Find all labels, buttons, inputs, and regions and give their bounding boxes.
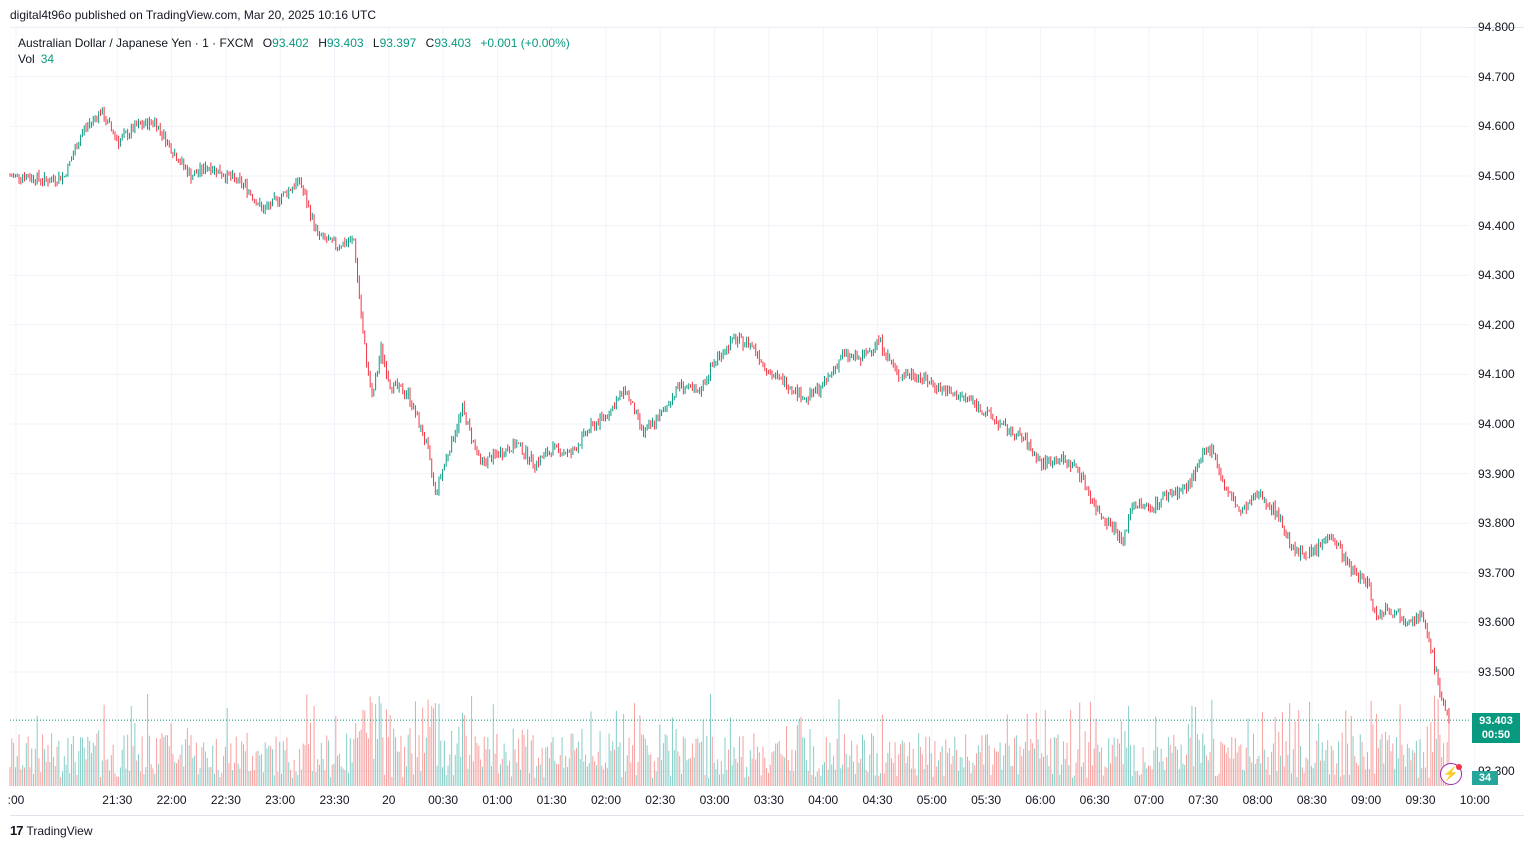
volume-bars (9, 693, 1450, 786)
open-label: O (262, 36, 273, 50)
high-label: H (318, 36, 327, 50)
symbol-legend[interactable]: Australian Dollar / Japanese Yen · 1 · F… (18, 35, 570, 52)
low-value: 93.397 (379, 36, 417, 50)
notification-dot (1456, 764, 1462, 770)
candles (9, 106, 1450, 724)
time-tick-label: 23:30 (319, 793, 350, 807)
price-tick-label: 94.000 (1478, 417, 1515, 431)
time-tick-label: 09:30 (1405, 793, 1436, 807)
time-tick-label: 21:30 (102, 793, 133, 807)
time-tick-label: 07:30 (1188, 793, 1219, 807)
time-tick-label: 22:30 (210, 793, 241, 807)
time-tick-label: 06:00 (1025, 793, 1056, 807)
time-tick-label: 05:30 (971, 793, 1002, 807)
time-tick-label: 05:00 (916, 793, 947, 807)
price-tick-label: 93.700 (1478, 565, 1515, 580)
change-value: +0.001 (+0.00%) (480, 36, 570, 50)
time-tick-label: 03:30 (753, 793, 784, 807)
time-tick-label: 09:00 (1351, 793, 1382, 807)
published-caption: digital4t96o published on TradingView.co… (10, 8, 377, 22)
time-tick-label: 03:00 (699, 793, 730, 807)
last-price-tag: 93.403 00:50 (1472, 713, 1520, 743)
time-tick-label: 02:00 (590, 793, 622, 807)
open-value: 93.402 (272, 36, 309, 50)
price-tick-label: 93.800 (1478, 516, 1515, 531)
volume-legend[interactable]: Vol 34 (18, 52, 54, 66)
volume-label: Vol (18, 52, 35, 66)
price-tick-label: 93.900 (1478, 466, 1515, 481)
price-tick-label: 94.500 (1478, 169, 1515, 183)
price-tick-label: 93.500 (1478, 665, 1515, 679)
price-tick-label: 94.400 (1478, 218, 1515, 233)
time-tick-label: 01:00 (482, 793, 513, 807)
time-tick-label: 02:30 (645, 793, 676, 807)
time-tick-label: 06:30 (1079, 793, 1110, 807)
chart-grid (10, 26, 1476, 786)
time-tick-label: 08:30 (1296, 793, 1327, 807)
footer-brand[interactable]: 17 TradingView (10, 823, 93, 838)
price-tick-label: 94.300 (1478, 268, 1515, 283)
low-label: L (372, 36, 380, 50)
volume-tag: 34 (1472, 771, 1498, 785)
close-label: C (425, 36, 435, 50)
time-tick-label: 22:00 (156, 793, 187, 807)
close-value: 93.403 (434, 36, 472, 50)
price-tick-label: 94.600 (1478, 119, 1515, 134)
time-tick-label: 04:30 (862, 793, 893, 807)
footer-brand-text: TradingView (26, 823, 93, 838)
volume-value: 34 (40, 52, 55, 66)
time-tick-label: 07:00 (1133, 793, 1165, 807)
time-tick-label: 08:00 (1242, 793, 1273, 807)
price-tick-label: 94.800 (1478, 20, 1515, 35)
price-tick-label: 93.600 (1478, 615, 1515, 630)
time-tick-label: 10:00 (1459, 793, 1490, 807)
last-price-value: 93.403 (1479, 715, 1513, 727)
time-tick-label: 04:00 (808, 793, 839, 807)
price-tick-label: 94.700 (1478, 69, 1515, 84)
time-tick-label: 00:30 (428, 793, 459, 807)
price-tick-label: 94.100 (1478, 367, 1515, 382)
time-tick-label: 01:30 (536, 793, 567, 807)
high-value: 93.403 (326, 36, 364, 50)
time-tick-label: :00 (7, 793, 25, 807)
tradingview-logo-icon: 17 (10, 823, 24, 838)
bar-countdown: 00:50 (1481, 729, 1511, 741)
price-tick-label: 94.200 (1478, 317, 1515, 332)
time-tick-label: 23:00 (265, 793, 296, 807)
time-tick-label: 20 (382, 793, 396, 807)
symbol-name: Australian Dollar / Japanese Yen · 1 · F… (18, 36, 254, 50)
